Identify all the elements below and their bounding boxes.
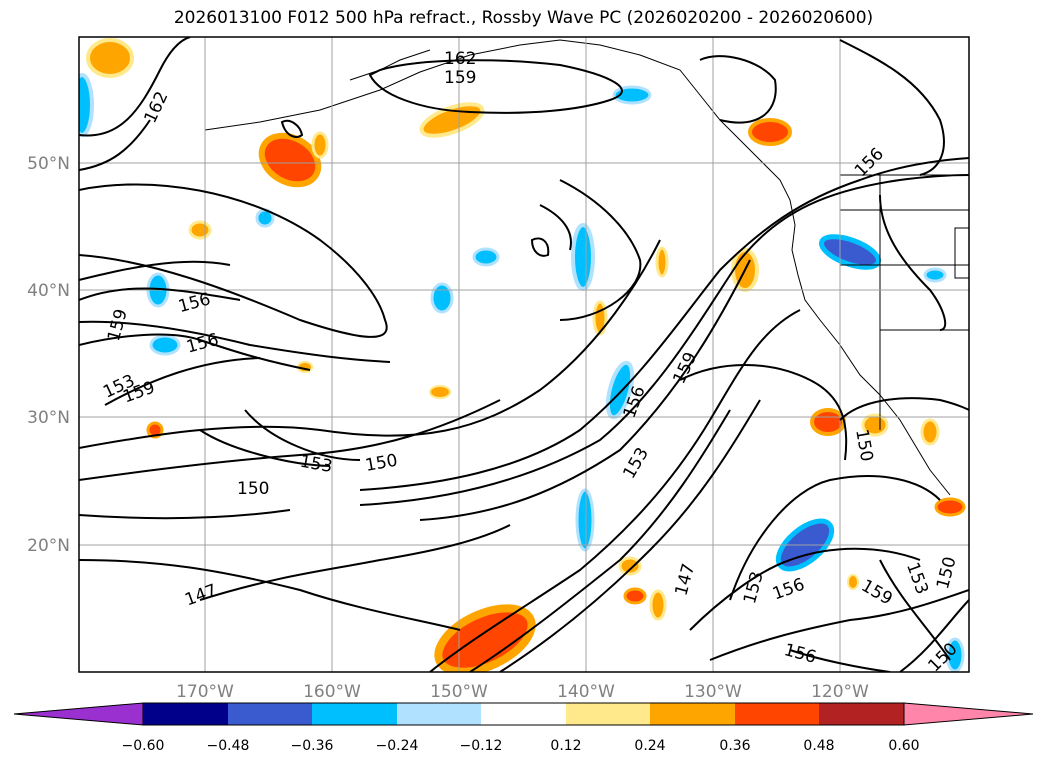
lat-label: 40°N [27,281,70,301]
colorbar-extend-left [13,702,144,726]
colorbar-segment [819,703,904,725]
colorbar-segment [566,703,650,725]
colorbar-tick: −0.24 [376,738,419,754]
positive-anomaly [311,131,329,159]
contour-label: 162 [444,49,476,69]
colorbar-segment [735,703,819,725]
colorbar: −0.60 −0.48 −0.36 −0.24 −0.12 0.12 0.24 … [13,702,1034,754]
colorbar-segment [143,703,228,725]
positive-anomaly [649,589,667,621]
positive-anomaly [258,132,322,188]
colorbar-extend-right [903,702,1034,726]
negative-anomaly [612,85,652,105]
lon-label: 170°W [176,682,234,702]
negative-anomaly [819,234,881,270]
positive-anomaly [847,574,859,590]
positive-anomaly [86,38,134,78]
negative-anomaly [571,223,595,291]
colorbar-tick: 0.36 [719,738,750,754]
colorbar-segment [312,703,397,725]
colorbar-tick: −0.48 [207,738,250,754]
positive-anomaly [146,421,164,439]
lon-label: 120°W [811,682,869,702]
positive-anomaly [618,556,642,576]
positive-anomaly [810,408,846,436]
contour-label: 150 [237,479,269,499]
contour-lines [79,37,969,672]
longitude-labels: 170°W 160°W 150°W 140°W 130°W 120°W [176,682,869,702]
colorbar-tick: 0.48 [803,738,834,754]
colorbar-tick: 0.12 [550,738,581,754]
colorbar-tick: −0.60 [122,738,165,754]
negative-anomaly [472,247,500,267]
lon-label: 130°W [684,682,742,702]
positive-anomaly [623,587,647,605]
plot-area [79,37,969,672]
colorbar-tick: 0.24 [634,738,665,754]
colorbar-tick: −0.36 [291,738,334,754]
latitude-labels: 50°N 40°N 30°N 20°N [27,154,70,556]
colorbar-tick: −0.12 [460,738,503,754]
colorbar-segment [228,703,312,725]
lon-label: 140°W [557,682,615,702]
lon-label: 160°W [303,682,361,702]
positive-anomaly [748,118,792,146]
negative-anomaly [79,73,94,137]
lat-label: 30°N [27,408,70,428]
positive-anomaly [434,604,536,672]
lat-label: 50°N [27,154,70,174]
positive-anomaly [592,300,608,336]
colorbar-segment [650,703,735,725]
negative-anomaly [430,282,454,314]
colorbar-tick: 0.60 [888,738,919,754]
positive-anomaly [934,497,966,517]
negative-anomaly [923,267,947,283]
colorbar-segment [481,703,566,725]
contour-label: 159 [444,68,476,88]
positive-anomaly [655,246,669,278]
positive-anomaly [429,385,451,399]
plot-frame [78,36,970,673]
negative-anomaly [149,334,181,356]
positive-anomaly [188,220,212,240]
map-title: 2026013100 F012 500 hPa refract., Rossby… [173,8,874,28]
lon-label: 150°W [430,682,488,702]
positive-anomaly [920,418,940,446]
positive-anomaly [861,413,889,437]
negative-anomaly [575,488,595,552]
colorbar-ticks: −0.60 −0.48 −0.36 −0.24 −0.12 0.12 0.24 … [122,738,920,754]
lat-label: 20°N [27,536,70,556]
colorbar-segment [397,703,481,725]
